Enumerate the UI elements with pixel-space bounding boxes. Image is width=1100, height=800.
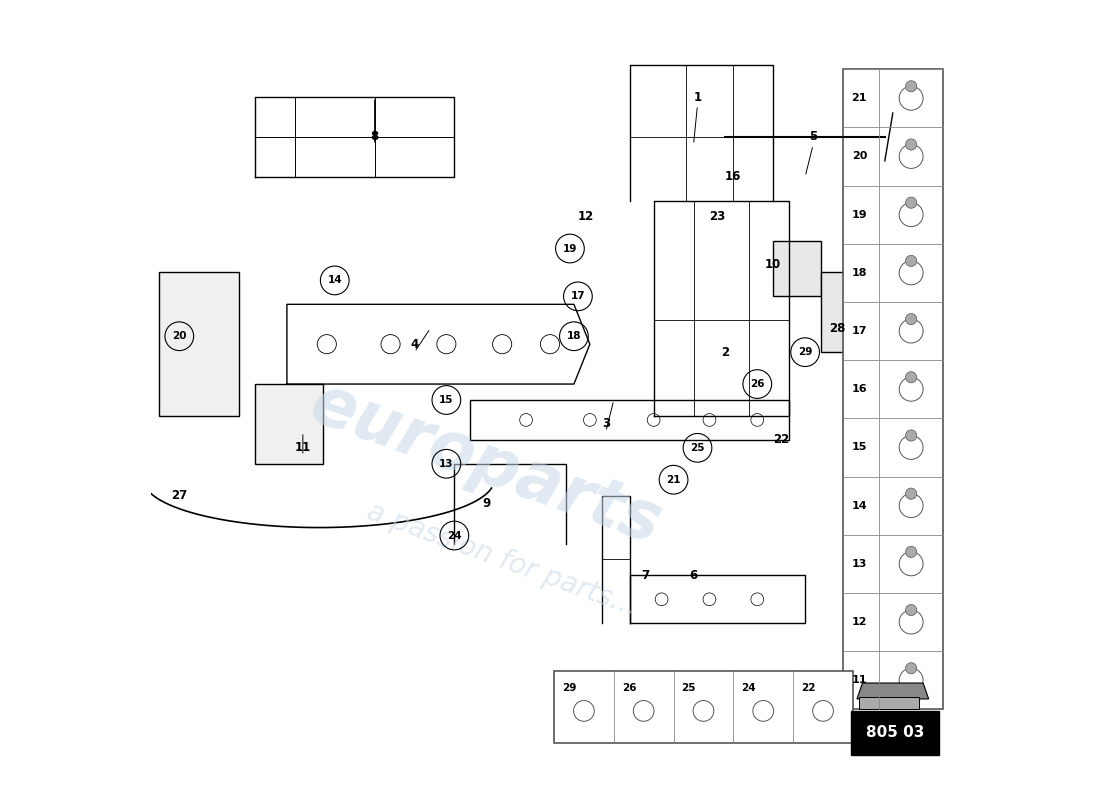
Circle shape — [905, 139, 916, 150]
Bar — [844, 69, 943, 710]
Text: 19: 19 — [851, 210, 867, 220]
Text: 18: 18 — [566, 331, 581, 342]
Text: 14: 14 — [328, 275, 342, 286]
Text: 16: 16 — [725, 170, 741, 183]
Text: 11: 11 — [295, 442, 311, 454]
Text: 26: 26 — [750, 379, 764, 389]
Text: a passion for parts...: a passion for parts... — [363, 498, 641, 622]
Text: 28: 28 — [828, 322, 845, 334]
Text: 2: 2 — [722, 346, 729, 358]
Polygon shape — [857, 683, 928, 699]
Bar — [859, 698, 920, 710]
Text: 12: 12 — [578, 210, 594, 223]
Bar — [851, 711, 939, 754]
Text: 9: 9 — [482, 497, 491, 510]
Text: 4: 4 — [410, 338, 419, 350]
Text: 17: 17 — [571, 291, 585, 302]
Text: 1: 1 — [693, 90, 702, 103]
Text: 21: 21 — [851, 94, 867, 103]
Text: 25: 25 — [690, 443, 705, 453]
Text: 20: 20 — [851, 151, 867, 162]
Circle shape — [905, 605, 916, 616]
Circle shape — [905, 488, 916, 499]
Circle shape — [905, 546, 916, 558]
Bar — [554, 671, 852, 743]
Text: 13: 13 — [851, 559, 867, 569]
Circle shape — [905, 81, 916, 92]
Text: 29: 29 — [562, 683, 576, 693]
Text: 20: 20 — [172, 331, 187, 342]
Text: 14: 14 — [851, 501, 867, 510]
FancyBboxPatch shape — [160, 273, 239, 416]
Text: 10: 10 — [766, 258, 781, 271]
Circle shape — [905, 314, 916, 325]
Text: europarts: europarts — [301, 370, 671, 558]
Text: 29: 29 — [798, 347, 812, 357]
Text: 22: 22 — [773, 434, 790, 446]
Text: 3: 3 — [602, 418, 609, 430]
Text: 23: 23 — [710, 210, 726, 223]
Text: 16: 16 — [851, 384, 867, 394]
Text: 22: 22 — [801, 683, 815, 693]
Text: 11: 11 — [851, 675, 867, 686]
FancyBboxPatch shape — [821, 273, 845, 352]
Text: 21: 21 — [667, 474, 681, 485]
FancyBboxPatch shape — [255, 384, 322, 464]
Text: 7: 7 — [641, 569, 650, 582]
Circle shape — [905, 255, 916, 266]
FancyBboxPatch shape — [773, 241, 821, 296]
Text: 15: 15 — [851, 442, 867, 453]
Text: 24: 24 — [447, 530, 462, 541]
Text: 6: 6 — [690, 569, 697, 582]
Text: 24: 24 — [741, 683, 756, 693]
Text: 18: 18 — [851, 268, 867, 278]
Circle shape — [905, 430, 916, 441]
Text: 12: 12 — [851, 617, 867, 627]
Text: 15: 15 — [439, 395, 453, 405]
Circle shape — [905, 197, 916, 208]
Circle shape — [905, 372, 916, 383]
Text: 8: 8 — [371, 130, 378, 143]
Text: 13: 13 — [439, 458, 453, 469]
Text: 17: 17 — [851, 326, 867, 336]
Text: 27: 27 — [172, 489, 187, 502]
Circle shape — [905, 662, 916, 674]
Text: 25: 25 — [682, 683, 696, 693]
Text: 5: 5 — [808, 130, 817, 143]
Text: 805 03: 805 03 — [866, 726, 924, 740]
Text: 19: 19 — [563, 243, 578, 254]
Text: 26: 26 — [621, 683, 636, 693]
